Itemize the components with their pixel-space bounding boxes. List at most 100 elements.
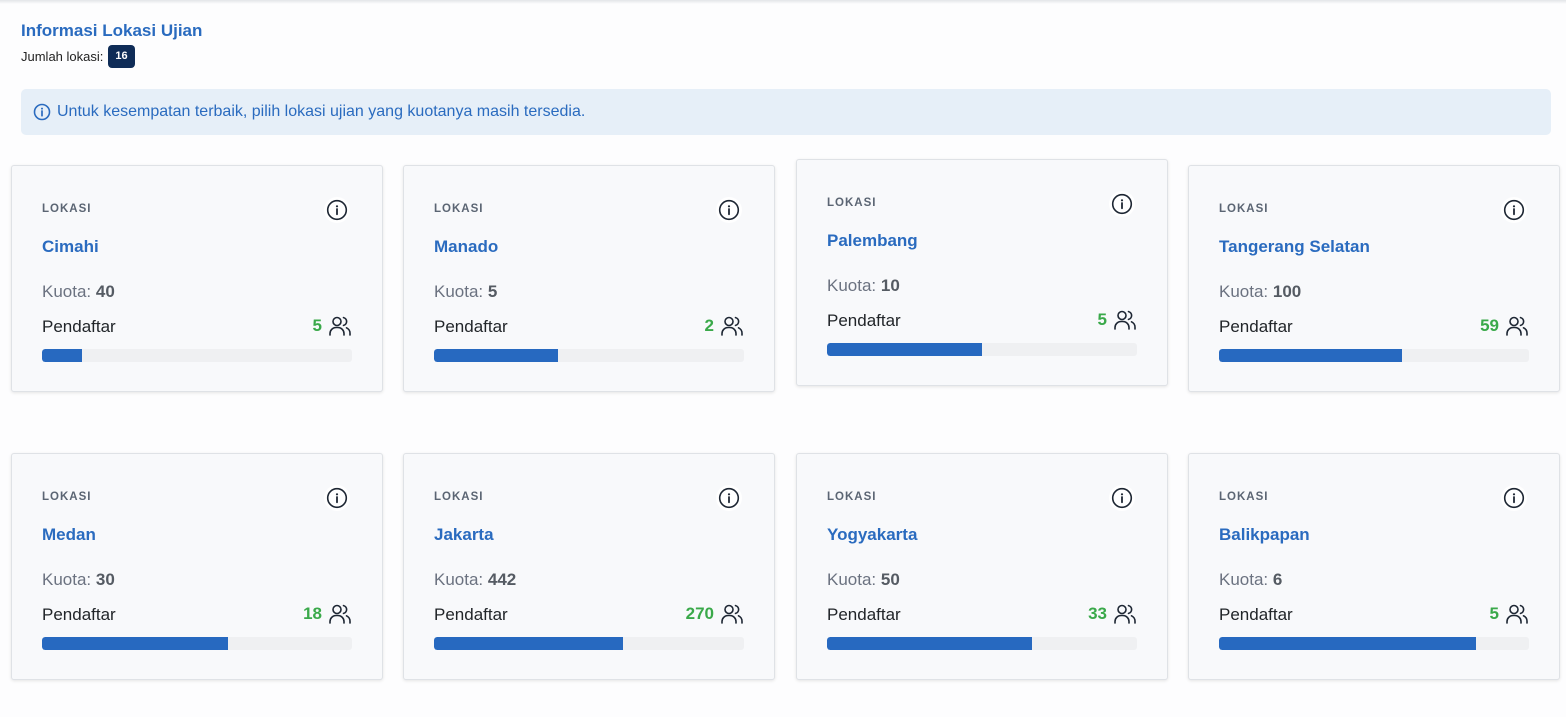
info-button[interactable] xyxy=(716,197,742,223)
location-count-row: Jumlah lokasi: 16 xyxy=(21,45,202,68)
quota-progress-track xyxy=(827,343,1137,356)
quota-progress-fill xyxy=(827,343,982,356)
quota-value: 6 xyxy=(1272,570,1283,589)
quota-value: 40 xyxy=(95,282,115,301)
location-card-medan: LOKASI Medan Kuota: 30 Pendaftar 18 xyxy=(11,453,383,680)
info-button[interactable] xyxy=(1501,485,1527,511)
users-icon xyxy=(721,316,743,336)
location-card-palembang: LOKASI Palembang Kuota: 10 Pendaftar 5 xyxy=(796,159,1168,386)
quota-row: Kuota: 10 xyxy=(827,276,900,296)
registrant-count: 59 xyxy=(1480,316,1499,335)
quota-progress-track xyxy=(42,349,352,362)
city-name: Palembang xyxy=(827,231,918,250)
users-icon xyxy=(1506,316,1528,336)
registrant-count: 5 xyxy=(312,316,322,335)
quota-label: Kuota: xyxy=(1219,282,1269,301)
registrant-count: 270 xyxy=(685,604,714,623)
quota-progress-track xyxy=(1219,637,1529,650)
page-title: Informasi Lokasi Ujian xyxy=(21,21,203,40)
registrant-count-group: 5 xyxy=(1098,308,1137,332)
quota-value: 30 xyxy=(95,570,115,589)
quota-progress-fill xyxy=(434,349,558,362)
quota-label: Kuota: xyxy=(42,282,92,301)
location-label: LOKASI xyxy=(434,491,484,503)
info-button[interactable] xyxy=(1109,191,1135,217)
city-name: Manado xyxy=(434,237,499,256)
location-label: LOKASI xyxy=(827,197,877,209)
info-icon xyxy=(326,199,348,221)
quota-progress-fill xyxy=(1219,349,1402,362)
quota-label: Kuota: xyxy=(434,570,484,589)
quota-value: 50 xyxy=(880,570,900,589)
location-count-label: Jumlah lokasi: xyxy=(21,49,104,64)
quota-value: 5 xyxy=(487,282,498,301)
quota-progress-fill xyxy=(827,637,1032,650)
location-card-manado: LOKASI Manado Kuota: 5 Pendaftar 2 xyxy=(403,165,775,392)
users-icon xyxy=(329,316,351,336)
quota-row: Kuota: 5 xyxy=(434,282,497,302)
quota-progress-fill xyxy=(1219,637,1477,650)
registrant-label: Pendaftar xyxy=(42,605,116,624)
registrant-label: Pendaftar xyxy=(42,317,116,336)
registrant-count-group: 5 xyxy=(1490,602,1529,626)
registrant-label: Pendaftar xyxy=(434,605,508,624)
city-name: Balikpapan xyxy=(1219,525,1310,544)
users-icon xyxy=(1114,604,1136,624)
page-header: Informasi Lokasi Ujian Jumlah lokasi: 16 xyxy=(21,21,202,68)
info-icon xyxy=(1111,487,1133,509)
registrant-label: Pendaftar xyxy=(434,317,508,336)
info-icon xyxy=(326,487,348,509)
city-name: Cimahi xyxy=(42,237,99,256)
registrant-label: Pendaftar xyxy=(827,311,901,330)
top-shadow xyxy=(0,0,1566,4)
location-count-badge: 16 xyxy=(108,45,135,68)
location-card-jakarta: LOKASI Jakarta Kuota: 442 Pendaftar 270 xyxy=(403,453,775,680)
info-button[interactable] xyxy=(716,485,742,511)
city-name: Tangerang Selatan xyxy=(1219,237,1370,256)
quota-row: Kuota: 6 xyxy=(1219,570,1282,590)
info-circle-icon xyxy=(33,103,51,121)
registrant-count: 5 xyxy=(1097,310,1107,329)
quota-label: Kuota: xyxy=(1219,570,1269,589)
info-icon xyxy=(718,199,740,221)
quota-value: 442 xyxy=(487,570,517,589)
info-alert-text: Untuk kesempatan terbaik, pilih lokasi u… xyxy=(57,103,586,120)
info-button[interactable] xyxy=(1501,197,1527,223)
quota-progress-track xyxy=(42,637,352,650)
info-button[interactable] xyxy=(324,485,350,511)
quota-progress-track xyxy=(827,637,1137,650)
info-button[interactable] xyxy=(1109,485,1135,511)
info-alert: Untuk kesempatan terbaik, pilih lokasi u… xyxy=(21,89,1551,135)
location-card-yogyakarta: LOKASI Yogyakarta Kuota: 50 Pendaftar 33 xyxy=(796,453,1168,680)
registrant-count: 33 xyxy=(1088,604,1107,623)
registrant-count-group: 18 xyxy=(303,602,352,626)
registrant-count-group: 5 xyxy=(313,314,352,338)
quota-label: Kuota: xyxy=(42,570,92,589)
quota-row: Kuota: 50 xyxy=(827,570,900,590)
city-name: Medan xyxy=(42,525,96,544)
location-card-tangerang-selatan: LOKASI Tangerang Selatan Kuota: 100 Pend… xyxy=(1188,165,1560,392)
location-label: LOKASI xyxy=(42,491,92,503)
quota-progress-track xyxy=(1219,349,1529,362)
users-icon xyxy=(721,604,743,624)
location-card-balikpapan: LOKASI Balikpapan Kuota: 6 Pendaftar 5 xyxy=(1188,453,1560,680)
users-icon xyxy=(1114,310,1136,330)
quota-progress-fill xyxy=(42,637,228,650)
quota-progress-fill xyxy=(42,349,83,362)
registrant-count: 2 xyxy=(704,316,714,335)
info-icon xyxy=(1111,193,1133,215)
quota-value: 100 xyxy=(1272,282,1302,301)
city-name: Jakarta xyxy=(434,525,494,544)
registrant-count-group: 33 xyxy=(1088,602,1137,626)
info-icon xyxy=(1503,487,1525,509)
location-label: LOKASI xyxy=(827,491,877,503)
registrant-count: 5 xyxy=(1489,604,1499,623)
info-icon xyxy=(1503,199,1525,221)
quota-label: Kuota: xyxy=(827,276,877,295)
info-button[interactable] xyxy=(324,197,350,223)
registrant-count-group: 59 xyxy=(1480,314,1529,338)
registrant-label: Pendaftar xyxy=(1219,317,1293,336)
quota-row: Kuota: 30 xyxy=(42,570,115,590)
quota-progress-track xyxy=(434,637,744,650)
city-name: Yogyakarta xyxy=(827,525,918,544)
